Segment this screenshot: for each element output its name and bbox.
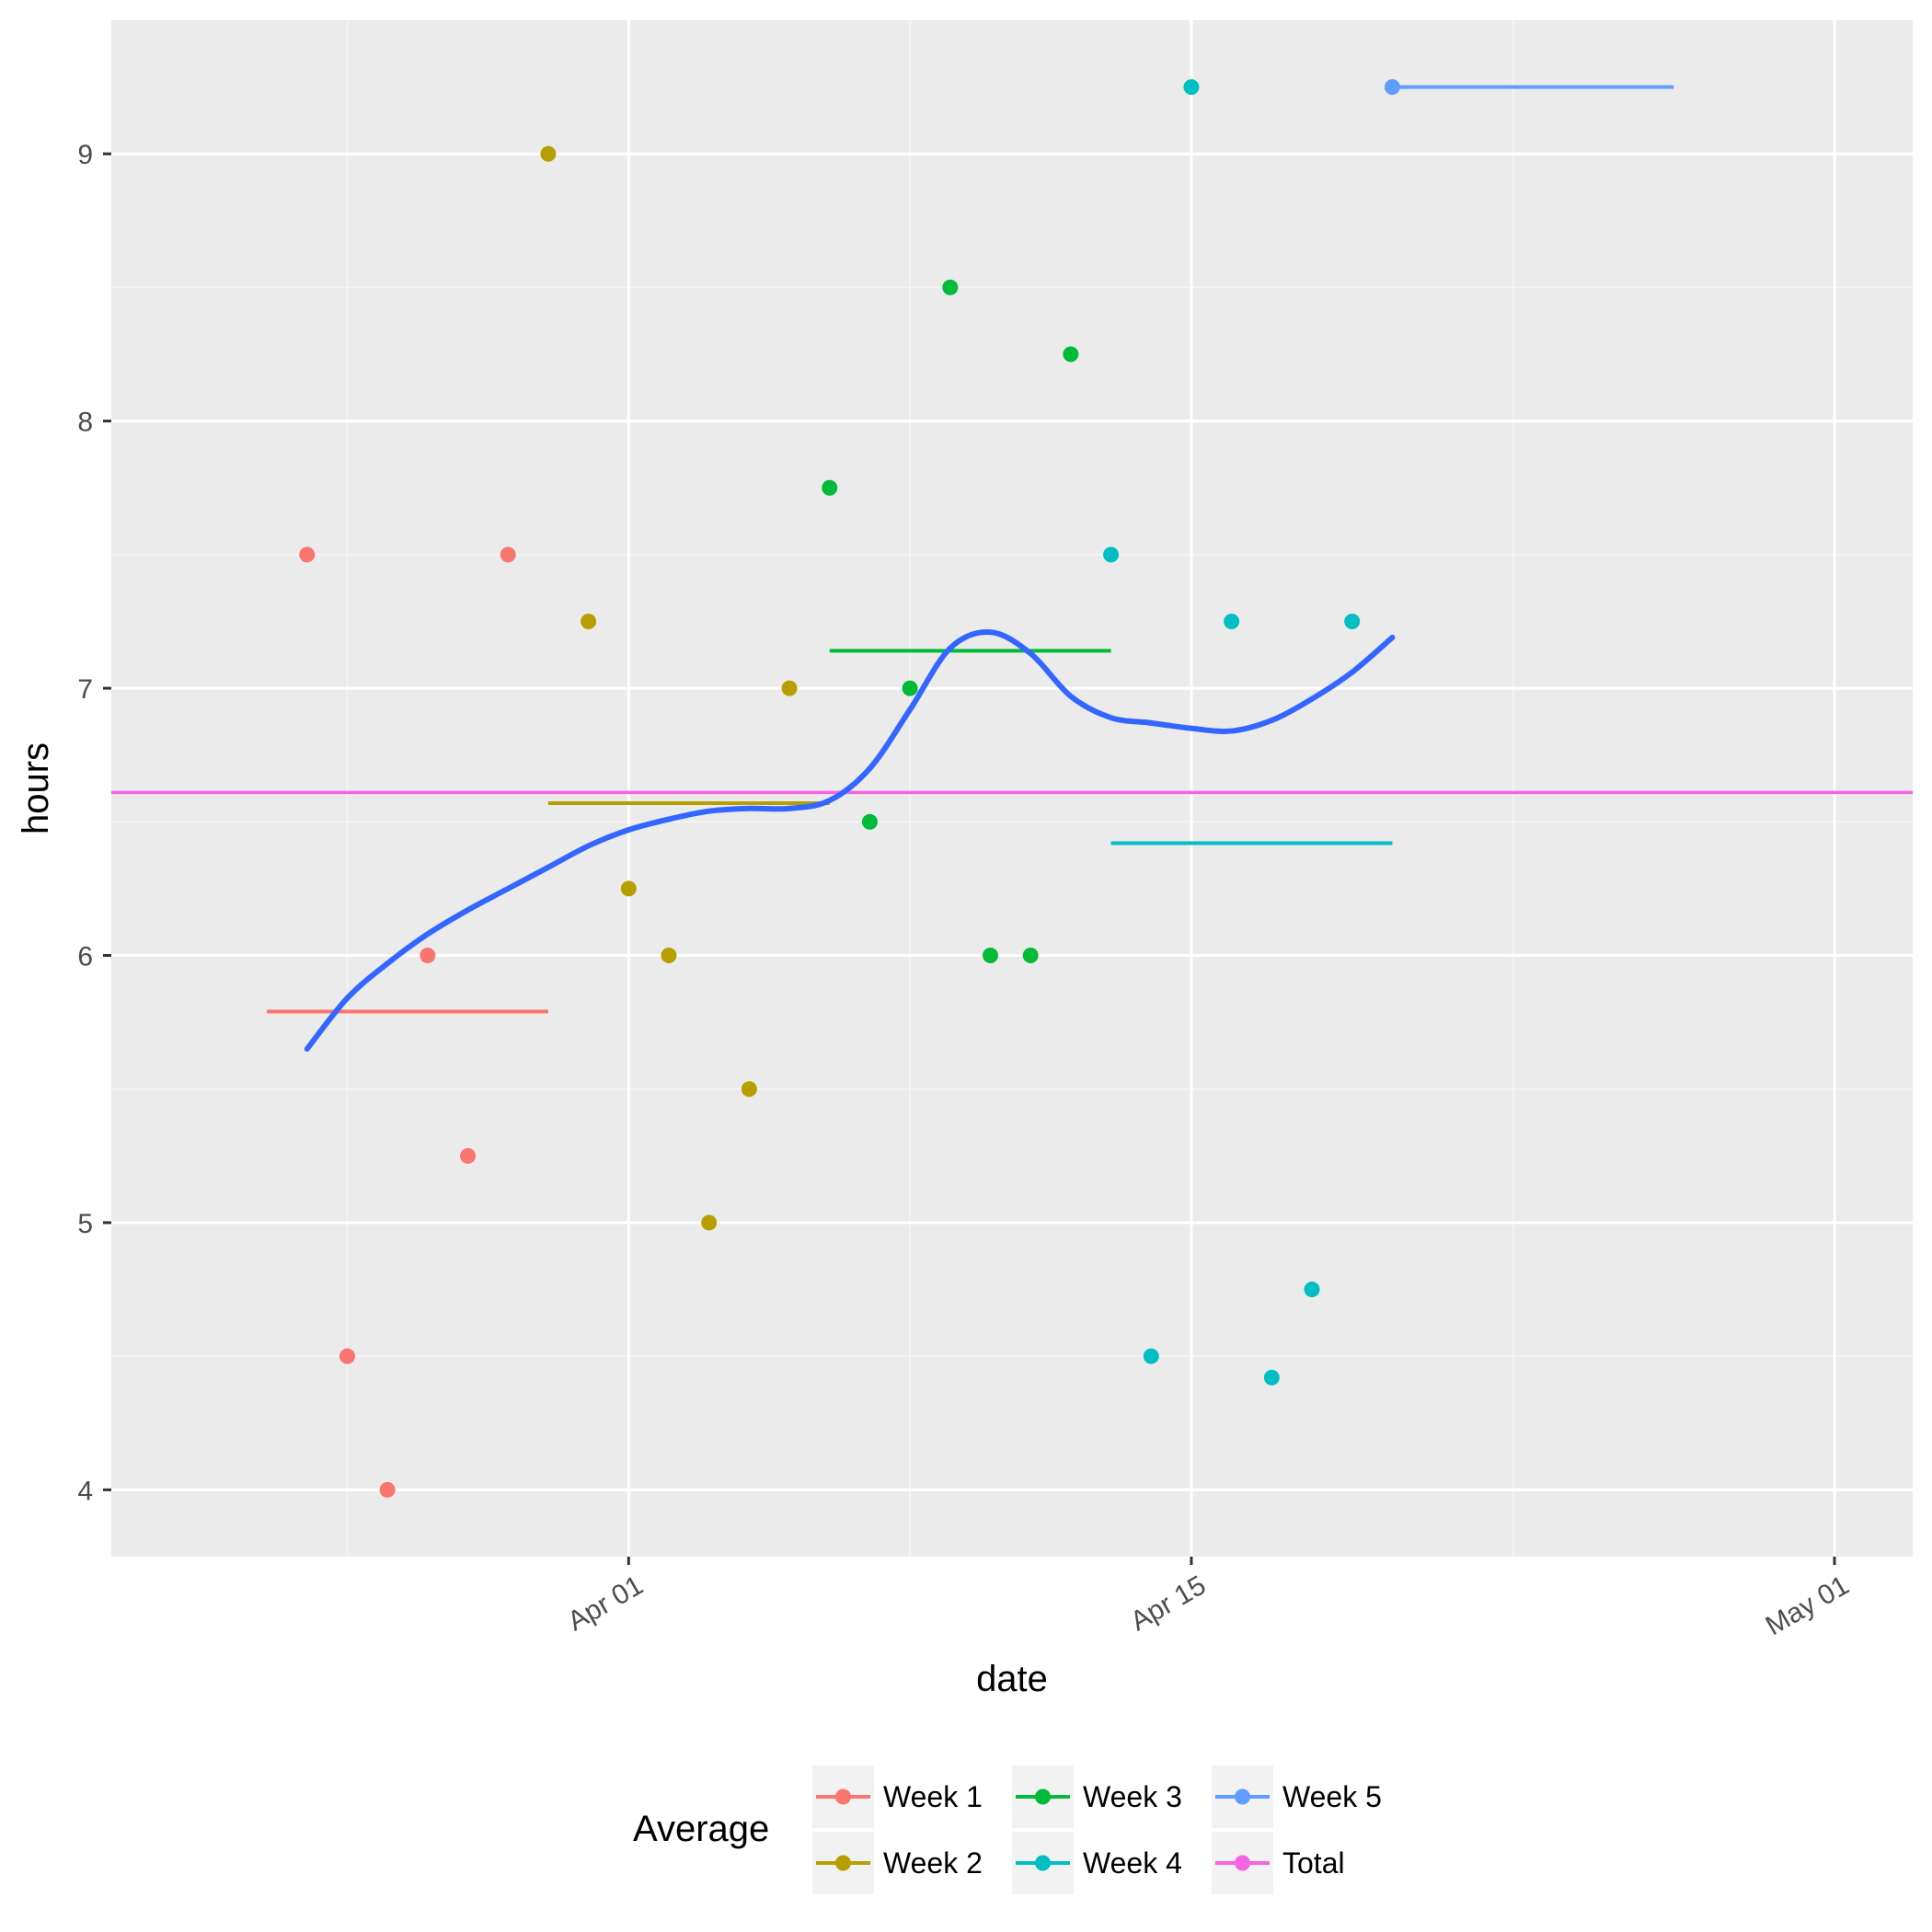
data-point xyxy=(942,279,959,295)
legend-key-point xyxy=(1235,1788,1250,1805)
data-point xyxy=(581,613,597,629)
data-point xyxy=(379,1481,396,1498)
y-tick-label: 6 xyxy=(77,942,93,972)
data-point xyxy=(620,880,637,897)
data-point xyxy=(420,948,436,964)
data-point xyxy=(1143,1348,1159,1364)
legend-key-point xyxy=(1235,1855,1250,1871)
data-point xyxy=(1103,546,1120,563)
legend-key-point xyxy=(835,1855,851,1871)
smooth-layer xyxy=(304,628,1396,1052)
data-point xyxy=(1344,613,1361,629)
data-point xyxy=(781,680,798,696)
data-point xyxy=(902,680,918,696)
data-point xyxy=(1263,1369,1280,1386)
data-point xyxy=(661,948,677,964)
y-tick-label: 4 xyxy=(77,1476,93,1506)
data-point xyxy=(701,1214,718,1231)
y-tick-label: 7 xyxy=(77,674,93,705)
grid-major xyxy=(111,20,1913,1557)
data-point xyxy=(339,1348,355,1364)
legend-key-point xyxy=(1035,1855,1051,1871)
week-average-layer xyxy=(267,85,1674,1014)
data-point xyxy=(861,813,878,830)
smooth-trend-line xyxy=(304,628,1396,1052)
grid-minor xyxy=(111,20,1913,1557)
data-point xyxy=(460,1147,477,1164)
legend-key-point xyxy=(1035,1788,1051,1805)
data-point xyxy=(500,546,516,563)
data-point xyxy=(299,546,316,563)
x-axis-title: date xyxy=(976,1659,1048,1699)
data-point xyxy=(1022,948,1039,964)
legend-label: Week 2 xyxy=(883,1846,983,1880)
legend: Average Week 1 Week 2 Week 3 Week 4 Week 5 To… xyxy=(633,1765,1382,1894)
data-point xyxy=(983,948,998,964)
legend-label: Total xyxy=(1282,1846,1345,1880)
y-tick-label: 9 xyxy=(77,140,93,170)
points-layer xyxy=(299,79,1400,1498)
plot-panel xyxy=(111,20,1913,1557)
legend-label: Week 3 xyxy=(1083,1780,1182,1813)
legend-label: Week 4 xyxy=(1083,1846,1182,1880)
data-point xyxy=(1384,79,1400,96)
data-point xyxy=(1063,346,1079,362)
data-point xyxy=(540,145,557,162)
data-point xyxy=(741,1081,757,1098)
legend-label: Week 5 xyxy=(1282,1780,1382,1813)
y-axis-title: hours xyxy=(16,742,56,834)
data-point xyxy=(822,479,838,496)
data-point xyxy=(1304,1282,1320,1298)
legend-label: Week 1 xyxy=(883,1780,983,1813)
legend-title: Average xyxy=(633,1809,769,1849)
y-tick-label: 5 xyxy=(77,1209,93,1239)
y-tick-label: 8 xyxy=(77,408,93,438)
legend-key-point xyxy=(835,1788,851,1805)
data-point xyxy=(1183,79,1200,96)
data-point xyxy=(1224,613,1240,629)
